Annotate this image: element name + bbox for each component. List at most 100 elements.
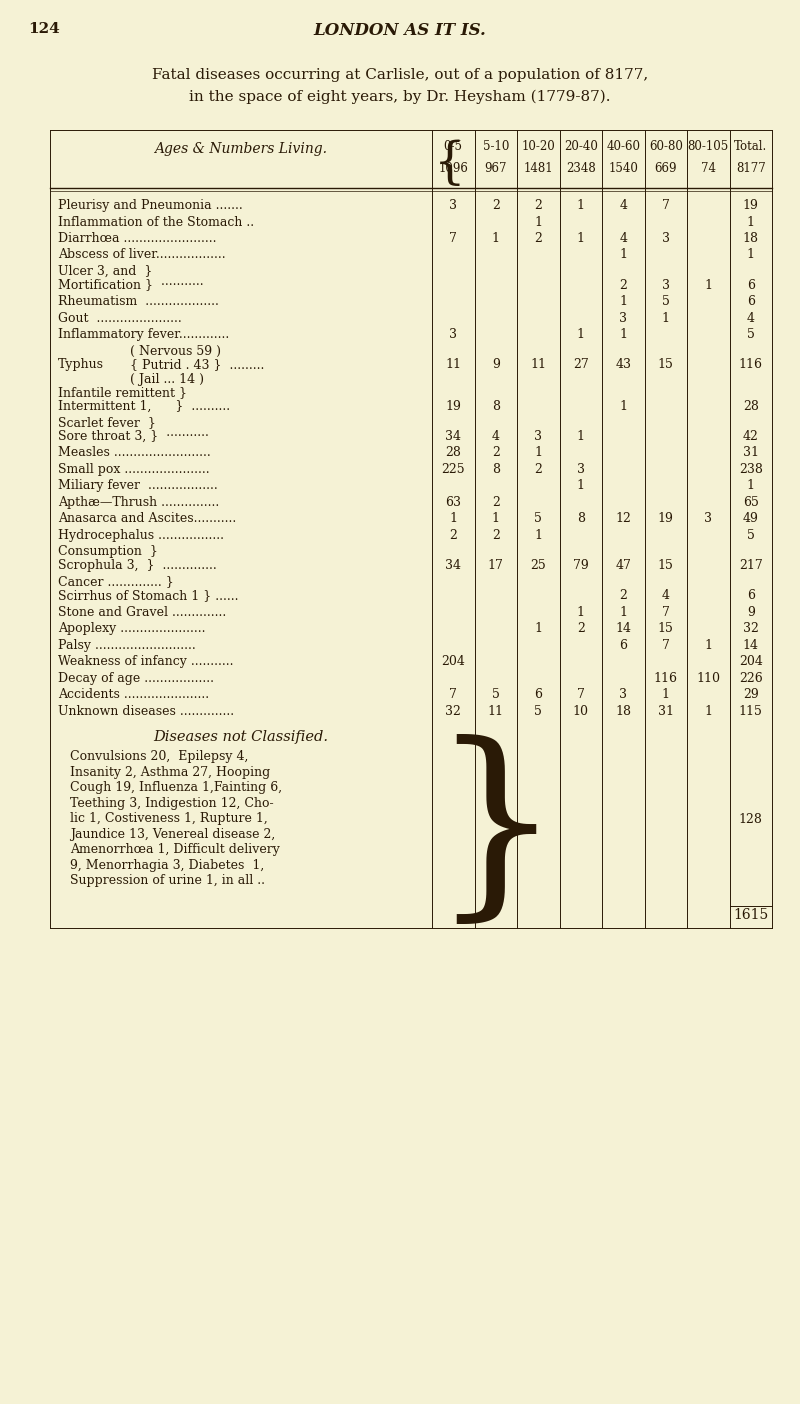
Text: 110: 110 — [696, 671, 720, 685]
Text: 1: 1 — [577, 329, 585, 341]
Text: 19: 19 — [743, 199, 758, 212]
Text: Cancer .............. }: Cancer .............. } — [58, 576, 174, 588]
Text: 2: 2 — [492, 199, 500, 212]
Text: 1615: 1615 — [733, 907, 768, 921]
Text: 6: 6 — [746, 278, 754, 292]
Text: 4: 4 — [619, 232, 627, 246]
Text: Typhus: Typhus — [58, 358, 104, 371]
Text: 669: 669 — [654, 161, 677, 176]
Text: 1: 1 — [746, 480, 754, 493]
Text: 31: 31 — [742, 446, 758, 459]
Text: Consumption  }: Consumption } — [58, 546, 158, 559]
Text: 967: 967 — [485, 161, 507, 176]
Text: 1: 1 — [492, 232, 500, 246]
Text: 1: 1 — [619, 400, 627, 413]
Text: 1096: 1096 — [438, 161, 468, 176]
Text: 3: 3 — [662, 232, 670, 246]
Text: ( Jail ... 14 ): ( Jail ... 14 ) — [130, 373, 204, 386]
Text: Apoplexy ......................: Apoplexy ...................... — [58, 622, 206, 635]
Text: 1: 1 — [577, 480, 585, 493]
Text: 3: 3 — [619, 688, 627, 701]
Text: }: } — [430, 733, 561, 932]
Text: 14: 14 — [742, 639, 758, 651]
Text: 20-40: 20-40 — [564, 140, 598, 153]
Text: 14: 14 — [615, 622, 631, 635]
Text: 5: 5 — [534, 512, 542, 525]
Text: 15: 15 — [658, 622, 674, 635]
Text: 3: 3 — [450, 329, 458, 341]
Text: 25: 25 — [530, 559, 546, 571]
Text: Hydrocephalus .................: Hydrocephalus ................. — [58, 529, 224, 542]
Text: Accidents ......................: Accidents ...................... — [58, 688, 209, 701]
Text: 1: 1 — [746, 215, 754, 229]
Text: 1: 1 — [534, 215, 542, 229]
Text: 5: 5 — [534, 705, 542, 717]
Text: 5-10: 5-10 — [482, 140, 509, 153]
Text: 4: 4 — [662, 590, 670, 602]
Text: 8: 8 — [492, 400, 500, 413]
Text: 10: 10 — [573, 705, 589, 717]
Text: 19: 19 — [446, 400, 461, 413]
Text: 34: 34 — [446, 559, 462, 571]
Text: 238: 238 — [739, 463, 762, 476]
Text: 6: 6 — [746, 590, 754, 602]
Text: Gout  ......................: Gout ...................... — [58, 312, 182, 324]
Text: 40-60: 40-60 — [606, 140, 640, 153]
Text: Jaundice 13, Venereal disease 2,: Jaundice 13, Venereal disease 2, — [70, 827, 275, 841]
Text: 1: 1 — [577, 232, 585, 246]
Text: Diseases not Classified.: Diseases not Classified. — [154, 730, 329, 744]
Text: 18: 18 — [742, 232, 758, 246]
Text: Small pox ......................: Small pox ...................... — [58, 463, 210, 476]
Text: 1: 1 — [577, 199, 585, 212]
Text: 128: 128 — [739, 813, 762, 827]
Text: 4: 4 — [492, 430, 500, 444]
Text: 115: 115 — [739, 705, 762, 717]
Text: Rheumatism  ...................: Rheumatism ................... — [58, 295, 219, 307]
Text: 15: 15 — [658, 358, 674, 371]
Text: Intermittent 1,      }  ..........: Intermittent 1, } .......... — [58, 400, 230, 413]
Text: 2348: 2348 — [566, 161, 596, 176]
Text: 80-105: 80-105 — [688, 140, 729, 153]
Text: Ages & Numbers Living.: Ages & Numbers Living. — [154, 142, 327, 156]
Text: 74: 74 — [701, 161, 716, 176]
Text: 12: 12 — [615, 512, 631, 525]
Text: 3: 3 — [662, 278, 670, 292]
Text: 204: 204 — [739, 656, 762, 668]
Text: 9: 9 — [747, 605, 754, 619]
Text: 5: 5 — [747, 529, 754, 542]
Text: 3: 3 — [534, 430, 542, 444]
Text: 116: 116 — [738, 358, 762, 371]
Text: Palsy ..........................: Palsy .......................... — [58, 639, 196, 651]
Text: 2: 2 — [534, 199, 542, 212]
Text: 9, Menorrhagia 3, Diabetes  1,: 9, Menorrhagia 3, Diabetes 1, — [70, 859, 264, 872]
Text: 17: 17 — [488, 559, 504, 571]
Text: 27: 27 — [573, 358, 589, 371]
Text: 10-20: 10-20 — [522, 140, 555, 153]
Text: 225: 225 — [442, 463, 465, 476]
Text: 3: 3 — [704, 512, 712, 525]
Text: 5: 5 — [492, 688, 500, 701]
Text: 8: 8 — [492, 463, 500, 476]
Text: 2: 2 — [619, 278, 627, 292]
Text: 7: 7 — [450, 232, 457, 246]
Text: Insanity 2, Asthma 27, Hooping: Insanity 2, Asthma 27, Hooping — [70, 765, 270, 779]
Text: Diarrhœa ........................: Diarrhœa ........................ — [58, 232, 217, 246]
Text: 4: 4 — [619, 199, 627, 212]
Text: lic 1, Costiveness 1, Rupture 1,: lic 1, Costiveness 1, Rupture 1, — [70, 812, 268, 826]
Text: 1: 1 — [492, 512, 500, 525]
Text: 6: 6 — [619, 639, 627, 651]
Text: 3: 3 — [450, 199, 458, 212]
Text: 47: 47 — [615, 559, 631, 571]
Text: 7: 7 — [662, 639, 670, 651]
Text: 3: 3 — [577, 463, 585, 476]
Text: 2: 2 — [534, 463, 542, 476]
Text: 5: 5 — [662, 295, 670, 307]
Text: 116: 116 — [654, 671, 678, 685]
Text: Convulsions 20,  Epilepsy 4,: Convulsions 20, Epilepsy 4, — [70, 750, 248, 762]
Text: 8177: 8177 — [736, 161, 766, 176]
Text: 1: 1 — [577, 605, 585, 619]
Text: 65: 65 — [743, 496, 758, 510]
Text: Decay of age ..................: Decay of age .................. — [58, 671, 214, 685]
Text: 49: 49 — [743, 512, 758, 525]
Text: 15: 15 — [658, 559, 674, 571]
